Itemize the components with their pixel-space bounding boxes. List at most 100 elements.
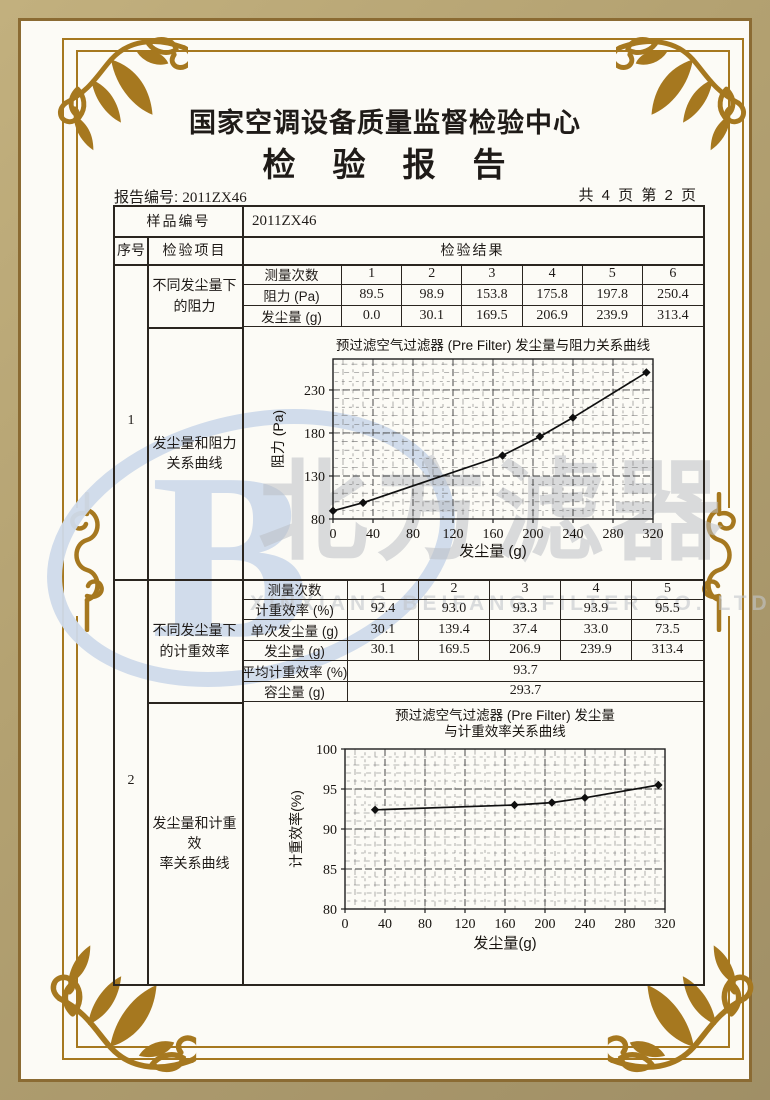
measure-cell: 169.5 <box>419 640 490 661</box>
report-number: 报告编号: 2011ZX46 <box>114 186 247 207</box>
inspection-item: 不同发尘量下 的阻力 <box>152 277 237 314</box>
measure-cell: 250.4 <box>642 285 703 306</box>
measure-cell: 30.1 <box>402 306 463 327</box>
data-point-marker <box>358 498 368 507</box>
svg-text:180: 180 <box>304 427 325 442</box>
chart-grid <box>345 749 665 909</box>
measure-row-label: 单次发尘量 (g) <box>242 620 348 641</box>
svg-text:40: 40 <box>366 527 380 542</box>
measure-cell: 313.4 <box>642 306 703 327</box>
measure-cell: 4 <box>522 264 583 285</box>
resistance-measure-table: 测量次数 1 2 3 4 5 6 阻力 (Pa) 89.5 98.9 153.8 175.8 197.8… <box>242 264 703 327</box>
measure-cell: 89.5 <box>342 285 403 306</box>
measure-cell: 169.5 <box>462 306 523 327</box>
measure-row-label: 容尘量 (g) <box>242 681 348 702</box>
measure-cell: 98.9 <box>402 285 463 306</box>
measure-cell: 95.5 <box>632 600 703 620</box>
measure-cell: 93.9 <box>561 599 632 620</box>
measure-row-label: 测量次数 <box>242 579 348 600</box>
svg-text:130: 130 <box>304 470 325 485</box>
measure-span-value: 293.7 <box>348 682 703 702</box>
resistance-chart: 0 40 80 120 160 200 240 280 320 80 130 180 230 预过滤空气过… <box>270 338 664 560</box>
table-line <box>115 236 703 238</box>
column-header-item: 检验项目 <box>162 241 227 258</box>
measure-cell: 239.9 <box>561 640 632 661</box>
measure-cell: 3 <box>462 264 523 285</box>
column-header-seq: 序号 <box>117 241 145 258</box>
measure-cell: 92.4 <box>348 599 419 620</box>
svg-text:160: 160 <box>483 527 504 542</box>
y-axis-label: 阻力 (Pa) <box>270 410 286 468</box>
measure-cell: 4 <box>561 579 632 600</box>
sample-number-label: 样品编号 <box>146 213 211 230</box>
table-line <box>242 207 244 984</box>
measure-cell: 206.9 <box>490 640 561 661</box>
svg-text:80: 80 <box>406 527 420 542</box>
chart-axes: 0 40 80 120 160 200 240 280 320 80 85 90 95 100 <box>316 743 676 932</box>
measure-row-label: 发尘量 (g) <box>242 306 342 327</box>
measure-cell: 93.3 <box>490 599 561 620</box>
measure-cell: 0.0 <box>342 306 403 327</box>
data-point-marker <box>498 451 507 460</box>
measure-cell: 2 <box>419 579 490 600</box>
svg-text:120: 120 <box>455 917 476 932</box>
svg-text:与计重效率关系曲线: 与计重效率关系曲线 <box>444 723 566 739</box>
measure-cell: 1 <box>348 579 419 600</box>
measure-row-label: 阻力 (Pa) <box>242 285 342 306</box>
measure-cell: 73.5 <box>632 620 703 641</box>
chart-title: 预过滤空气过滤器 (Pre Filter) 发尘量与阻力关系曲线 <box>336 338 650 353</box>
table-line <box>115 264 703 266</box>
chart-series <box>370 780 663 814</box>
data-point-marker <box>642 368 651 377</box>
svg-text:280: 280 <box>603 527 624 542</box>
svg-text:200: 200 <box>523 527 544 542</box>
measure-cell: 175.8 <box>522 285 583 306</box>
measure-cell: 153.8 <box>462 285 523 306</box>
data-point-marker <box>535 432 545 441</box>
page-title: 检 验 报 告 <box>262 146 508 183</box>
svg-text:320: 320 <box>655 917 676 932</box>
table-line <box>147 702 243 704</box>
measure-cell: 5 <box>632 579 703 600</box>
svg-text:230: 230 <box>304 384 325 399</box>
table-line <box>115 579 703 581</box>
svg-text:预过滤空气过滤器 (Pre Filter) 发尘量与阻力关系: 预过滤空气过滤器 (Pre Filter) 发尘量与阻力关系曲线 <box>336 338 650 353</box>
svg-text:85: 85 <box>323 863 337 878</box>
measure-cell: 206.9 <box>522 306 583 327</box>
data-point-marker <box>328 506 338 516</box>
inspection-item: 发尘量和计重效 率关系曲线 <box>152 814 237 872</box>
svg-text:80: 80 <box>311 513 325 528</box>
measure-cell: 197.8 <box>582 285 643 306</box>
svg-text:0: 0 <box>342 917 349 932</box>
x-axis-label: 发尘量 (g) <box>459 543 527 560</box>
svg-text:160: 160 <box>495 917 516 932</box>
data-point-marker <box>580 793 590 802</box>
measure-span-value: 93.7 <box>348 661 703 682</box>
svg-text:预过滤空气过滤器 (Pre Filter) 发尘量: 预过滤空气过滤器 (Pre Filter) 发尘量 <box>395 708 615 723</box>
measure-row-label: 发尘量 (g) <box>242 640 348 661</box>
svg-text:200: 200 <box>535 917 556 932</box>
inspection-item: 发尘量和阻力 关系曲线 <box>152 434 237 471</box>
measure-cell: 30.1 <box>348 620 419 641</box>
measure-cell: 33.0 <box>561 620 632 641</box>
measure-cell: 139.4 <box>419 620 490 641</box>
measure-cell: 93.0 <box>419 599 490 620</box>
measure-cell: 5 <box>582 264 643 285</box>
inspection-item: 不同发尘量下 的计重效率 <box>152 622 237 659</box>
svg-text:280: 280 <box>615 917 636 932</box>
section-seq: 2 <box>127 773 135 789</box>
measure-cell: 239.9 <box>582 306 643 327</box>
column-header-result: 检验结果 <box>440 241 505 258</box>
measure-row-label: 平均计重效率 (%) <box>242 661 348 682</box>
svg-text:240: 240 <box>575 917 596 932</box>
data-point-marker <box>654 780 663 790</box>
efficiency-measure-table: 测量次数 1 2 3 4 5 计重效率 (%) 92.4 93.0 93.3 93.9 95.5 单次发… <box>242 579 703 702</box>
efficiency-chart: 0 40 80 120 160 200 240 280 320 80 85 90 95 100 预过滤空气过… <box>288 708 676 952</box>
svg-text:0: 0 <box>330 527 337 542</box>
svg-text:80: 80 <box>323 903 337 918</box>
measure-row-label: 计重效率 (%) <box>242 599 348 620</box>
svg-text:120: 120 <box>443 527 464 542</box>
table-line <box>147 236 149 984</box>
